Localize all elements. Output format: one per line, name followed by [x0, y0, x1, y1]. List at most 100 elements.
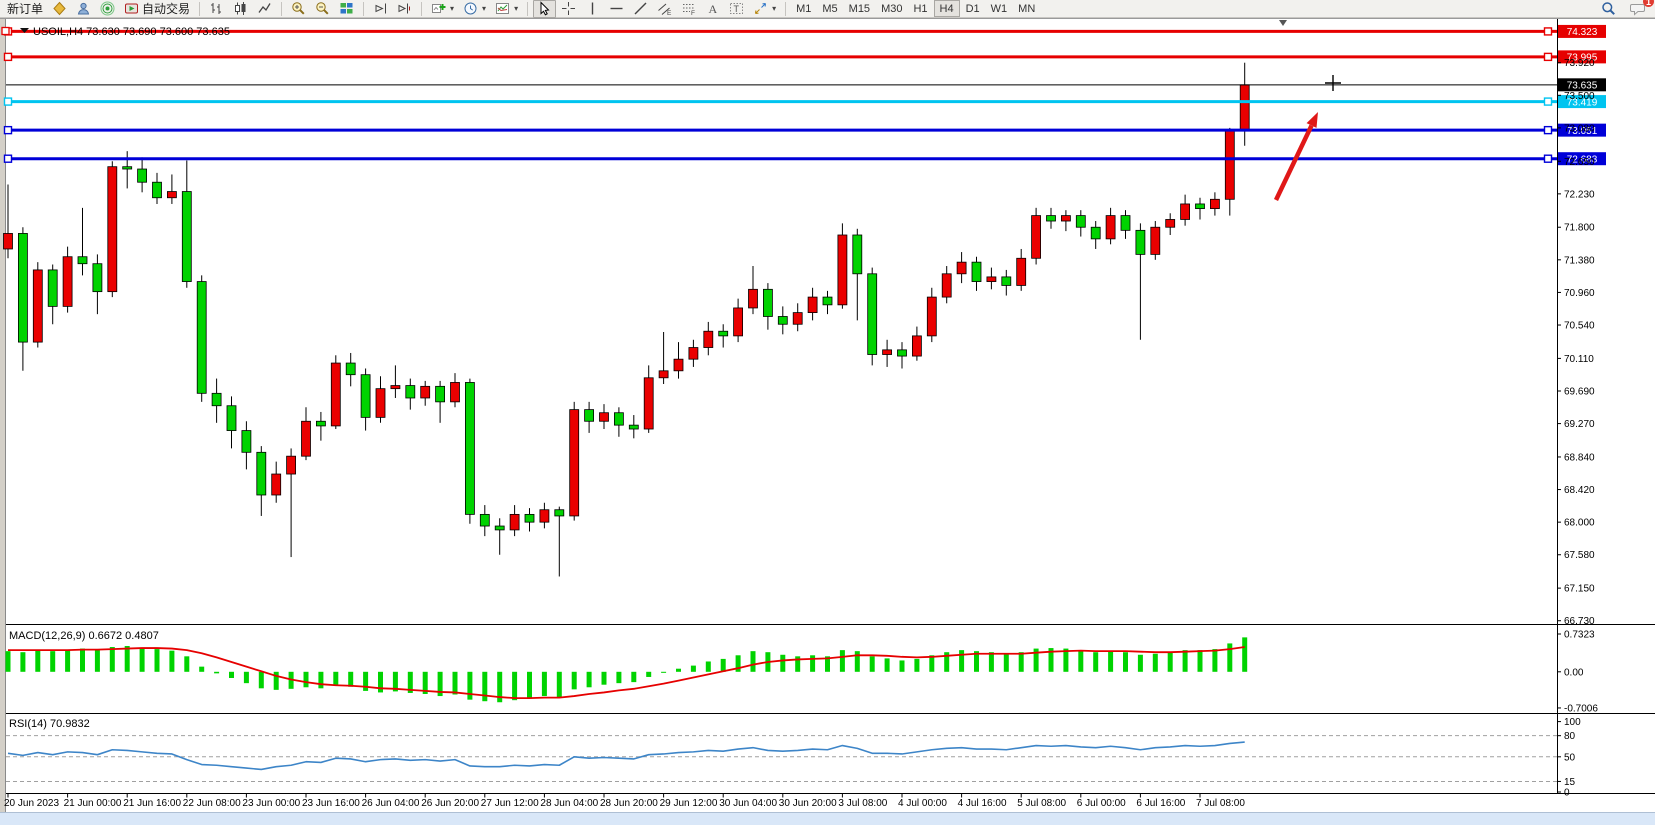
cursor-icon — [540, 1, 550, 16]
svg-text:73.051: 73.051 — [1567, 126, 1598, 137]
svg-text:66.730: 66.730 — [1564, 616, 1595, 627]
price-axis[interactable]: 73.920 73.500 73.080 72.650 72.230 71.800 71.3… — [1557, 58, 1598, 799]
svg-text:71.800: 71.800 — [1564, 223, 1595, 234]
price-lines[interactable]: 74.323 73.995 73.635 73.419 73.051 72.683 — [3, 24, 1607, 166]
trendline-handle[interactable] — [1, 26, 10, 36]
svg-text:69.690: 69.690 — [1564, 386, 1595, 397]
svg-text:73.635: 73.635 — [1567, 81, 1598, 92]
svg-text:72.230: 72.230 — [1564, 189, 1595, 200]
svg-text:70.960: 70.960 — [1564, 288, 1595, 299]
timeframe-h4-button[interactable]: H4 — [933, 0, 960, 17]
dropdown-caret-icon: ▾ — [450, 4, 455, 13]
profile-icon — [77, 2, 90, 15]
new-chart-button[interactable]: ▾ — [427, 0, 458, 18]
timeframe-m5-button[interactable]: M5 — [822, 2, 838, 15]
svg-text:28 Jun 04:00: 28 Jun 04:00 — [540, 798, 598, 809]
zoom-out-icon — [316, 2, 329, 15]
toolbar-separator — [199, 1, 201, 16]
zoom-in-button[interactable] — [287, 0, 310, 18]
svg-text:-0.7006: -0.7006 — [1564, 703, 1598, 714]
profile-button[interactable] — [72, 0, 95, 18]
search-button[interactable] — [1597, 0, 1620, 18]
autotrading-label: 自动交易 — [142, 2, 191, 16]
chart-frame — [0, 18, 1655, 825]
svg-text:6 Jul 16:00: 6 Jul 16:00 — [1136, 798, 1185, 809]
fibonacci-button[interactable]: F — [677, 0, 700, 18]
main-toolbar: 新订单 自动交易 ▾ ▾ ▾ E F A T ▾ M1 M5 M15 M30 H… — [0, 0, 1655, 18]
svg-text:68.420: 68.420 — [1564, 485, 1595, 496]
svg-text:73.995: 73.995 — [1567, 53, 1598, 64]
svg-text:20 Jun 2023: 20 Jun 2023 — [4, 798, 59, 809]
horizontal-line-button[interactable] — [605, 0, 628, 18]
svg-text:6 Jul 00:00: 6 Jul 00:00 — [1077, 798, 1126, 809]
new-order-button[interactable]: 新订单 — [3, 0, 47, 18]
svg-text:68.000: 68.000 — [1564, 518, 1595, 529]
timeframe-h1-button[interactable]: H1 — [913, 2, 928, 15]
tile-windows-button[interactable] — [335, 0, 358, 18]
timeframe-d1-button[interactable]: D1 — [965, 2, 980, 15]
zoom-out-button[interactable] — [311, 0, 334, 18]
bars-chart-icon — [211, 3, 222, 14]
arrows-button[interactable]: ▾ — [749, 0, 780, 18]
signal-icon — [100, 1, 115, 16]
svg-text:67.580: 67.580 — [1564, 550, 1595, 561]
svg-text:3 Jul 08:00: 3 Jul 08:00 — [838, 798, 887, 809]
templates-button[interactable]: ▾ — [491, 0, 522, 18]
svg-text:30 Jun 04:00: 30 Jun 04:00 — [719, 798, 777, 809]
svg-text:73.080: 73.080 — [1564, 123, 1595, 134]
macd-label: MACD(12,26,9) 0.6672 0.4807 — [9, 630, 159, 642]
vertical-line-button[interactable] — [581, 0, 604, 18]
templates-icon — [496, 3, 510, 14]
periods-button[interactable]: ▾ — [459, 0, 490, 18]
timeframe-mn-button[interactable]: MN — [1018, 2, 1036, 15]
svg-text:21 Jun 16:00: 21 Jun 16:00 — [123, 798, 181, 809]
timeframe-w1-button[interactable]: W1 — [990, 2, 1008, 15]
autotrading-button[interactable]: 自动交易 — [120, 0, 194, 18]
new-order-label: 新订单 — [7, 2, 44, 16]
crosshair-button[interactable] — [557, 0, 580, 18]
timeframe-m30-button[interactable]: M30 — [881, 2, 903, 15]
time-axis[interactable]: 20 Jun 2023 21 Jun 00:00 21 Jun 16:00 22 Ju… — [4, 793, 1245, 810]
trendline-button[interactable] — [629, 0, 652, 18]
chart-menu-caret-icon[interactable] — [20, 28, 29, 33]
svg-text:23 Jun 16:00: 23 Jun 16:00 — [302, 798, 360, 809]
line-chart-button[interactable] — [253, 0, 276, 18]
text-label-icon: T — [730, 3, 744, 14]
candles-button[interactable] — [229, 0, 252, 18]
macd-pane[interactable] — [5, 637, 1248, 703]
annotations[interactable] — [1273, 20, 1341, 201]
svg-text:4 Jul 00:00: 4 Jul 00:00 — [898, 798, 947, 809]
bars-button[interactable] — [205, 0, 228, 18]
svg-text:26 Jun 04:00: 26 Jun 04:00 — [362, 798, 420, 809]
auto-scroll-button[interactable] — [369, 0, 392, 18]
tile-windows-icon — [340, 3, 353, 14]
text-button[interactable]: A — [701, 0, 724, 18]
svg-text:E: E — [667, 10, 672, 16]
chat-button[interactable]: 1 — [1630, 0, 1654, 16]
svg-text:72.650: 72.650 — [1564, 157, 1595, 168]
svg-text:28 Jun 20:00: 28 Jun 20:00 — [600, 798, 658, 809]
notification-badge: 1 — [1643, 0, 1654, 7]
chart-shift-button[interactable] — [393, 0, 416, 18]
chart-canvas[interactable]: 74.323 73.995 73.635 73.419 73.051 72.683 73.… — [0, 18, 1655, 825]
timeframe-m15-button[interactable]: M15 — [848, 2, 871, 15]
new-chart-icon — [432, 4, 446, 13]
svg-text:4 Jul 16:00: 4 Jul 16:00 — [958, 798, 1007, 809]
dropdown-caret-icon: ▾ — [772, 4, 777, 13]
signal-button[interactable] — [96, 0, 119, 18]
cursor-button[interactable] — [533, 0, 557, 18]
svg-text:0.00: 0.00 — [1564, 667, 1584, 678]
svg-text:22 Jun 08:00: 22 Jun 08:00 — [183, 798, 241, 809]
svg-text:T: T — [734, 4, 740, 14]
dropdown-caret-icon: ▾ — [514, 4, 519, 13]
timeframe-m1-button[interactable]: M1 — [796, 2, 812, 15]
svg-text:30 Jun 20:00: 30 Jun 20:00 — [779, 798, 837, 809]
candlestick-series[interactable] — [3, 62, 1250, 577]
equidistant-channel-button[interactable]: E — [653, 0, 676, 18]
zoom-in-icon — [292, 2, 305, 15]
rsi-label: RSI(14) 70.9832 — [9, 718, 90, 730]
svg-text:F: F — [691, 10, 695, 16]
text-label-button[interactable]: T — [725, 0, 748, 18]
quotes-button[interactable] — [48, 0, 71, 18]
rsi-pane[interactable] — [6, 735, 1557, 782]
